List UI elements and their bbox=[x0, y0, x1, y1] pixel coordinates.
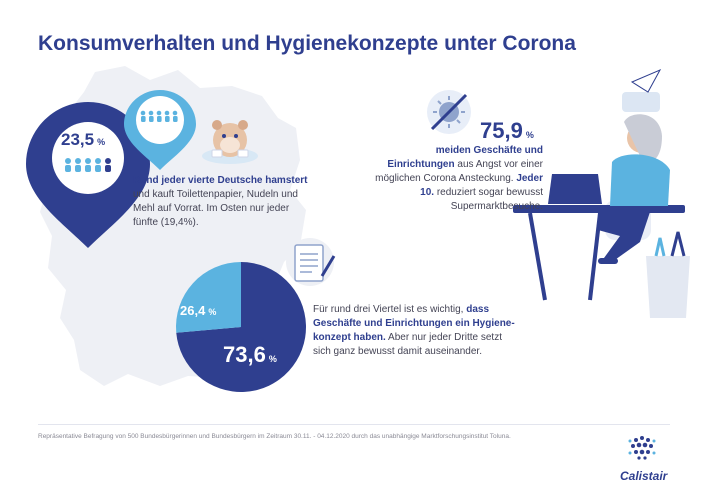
hygiene-pie-chart bbox=[176, 262, 306, 392]
hamster-text-rest: und kauft Toilettenpapier, Nudeln und Me… bbox=[133, 189, 298, 228]
percent-unit: % bbox=[525, 130, 534, 140]
people-icon bbox=[65, 158, 101, 172]
hamster-percent-value: 23,5 bbox=[61, 130, 95, 149]
hygiene-text-intro: Für rund drei Viertel ist es wichtig, bbox=[313, 304, 464, 315]
percent-unit: % bbox=[97, 137, 106, 147]
checklist-icon bbox=[286, 238, 336, 286]
pie-label-large: 73,6% bbox=[223, 342, 277, 368]
people-group-icon bbox=[140, 110, 178, 122]
pie-slice-large bbox=[176, 262, 306, 392]
virus-icon bbox=[427, 90, 471, 134]
hamster-text: Rund jeder vierte Deutsche hamstert und … bbox=[133, 174, 313, 230]
pie-small-value: 26,4 bbox=[180, 303, 206, 318]
pie-slice-small bbox=[176, 262, 241, 333]
percent-unit: % bbox=[268, 354, 277, 364]
page-title: Konsumverhalten und Hygienekonzepte unte… bbox=[38, 32, 576, 55]
avoid-text-mid: aus Angst vor einer möglichen Corona Ans… bbox=[375, 159, 543, 184]
hygiene-text-bold: dass Geschäfte und Einrichtungen ein Hyg… bbox=[313, 304, 515, 343]
avoid-text: meiden Geschäfte und Einrichtungen aus A… bbox=[370, 144, 543, 214]
percent-unit: % bbox=[208, 307, 217, 317]
avoid-percent: 75,9% bbox=[480, 118, 534, 144]
hygiene-text-rest: Aber nur jeder Dritte setzt sich ganz be… bbox=[313, 332, 502, 357]
hamster-icon bbox=[202, 120, 258, 164]
hamster-text-bold: Rund jeder vierte Deutsche hamstert bbox=[133, 175, 308, 186]
hamster-percent: 23,5% bbox=[61, 130, 105, 150]
pie-label-small: 26,4% bbox=[180, 303, 216, 318]
avoid-percent-value: 75,9 bbox=[480, 118, 523, 143]
avoid-text-bold2: Jeder 10. bbox=[420, 173, 543, 198]
footer-source: Repräsentative Befragung von 500 Bundesb… bbox=[38, 433, 511, 440]
woman-at-desk-illustration bbox=[513, 114, 690, 318]
avoid-text-rest: reduziert sogar bewusst Supermarktbesuch… bbox=[436, 187, 543, 212]
avoid-text-bold: meiden Geschäfte und Einrichtungen bbox=[387, 145, 543, 170]
calistair-logo-text: Calistair bbox=[620, 469, 668, 483]
footer-divider bbox=[38, 424, 670, 425]
paper-plane-icon bbox=[622, 68, 662, 112]
pie-large-value: 73,6 bbox=[223, 342, 266, 367]
hygiene-text: Für rund drei Viertel ist es wichtig, da… bbox=[313, 303, 518, 359]
calistair-logo-icon bbox=[628, 434, 656, 462]
